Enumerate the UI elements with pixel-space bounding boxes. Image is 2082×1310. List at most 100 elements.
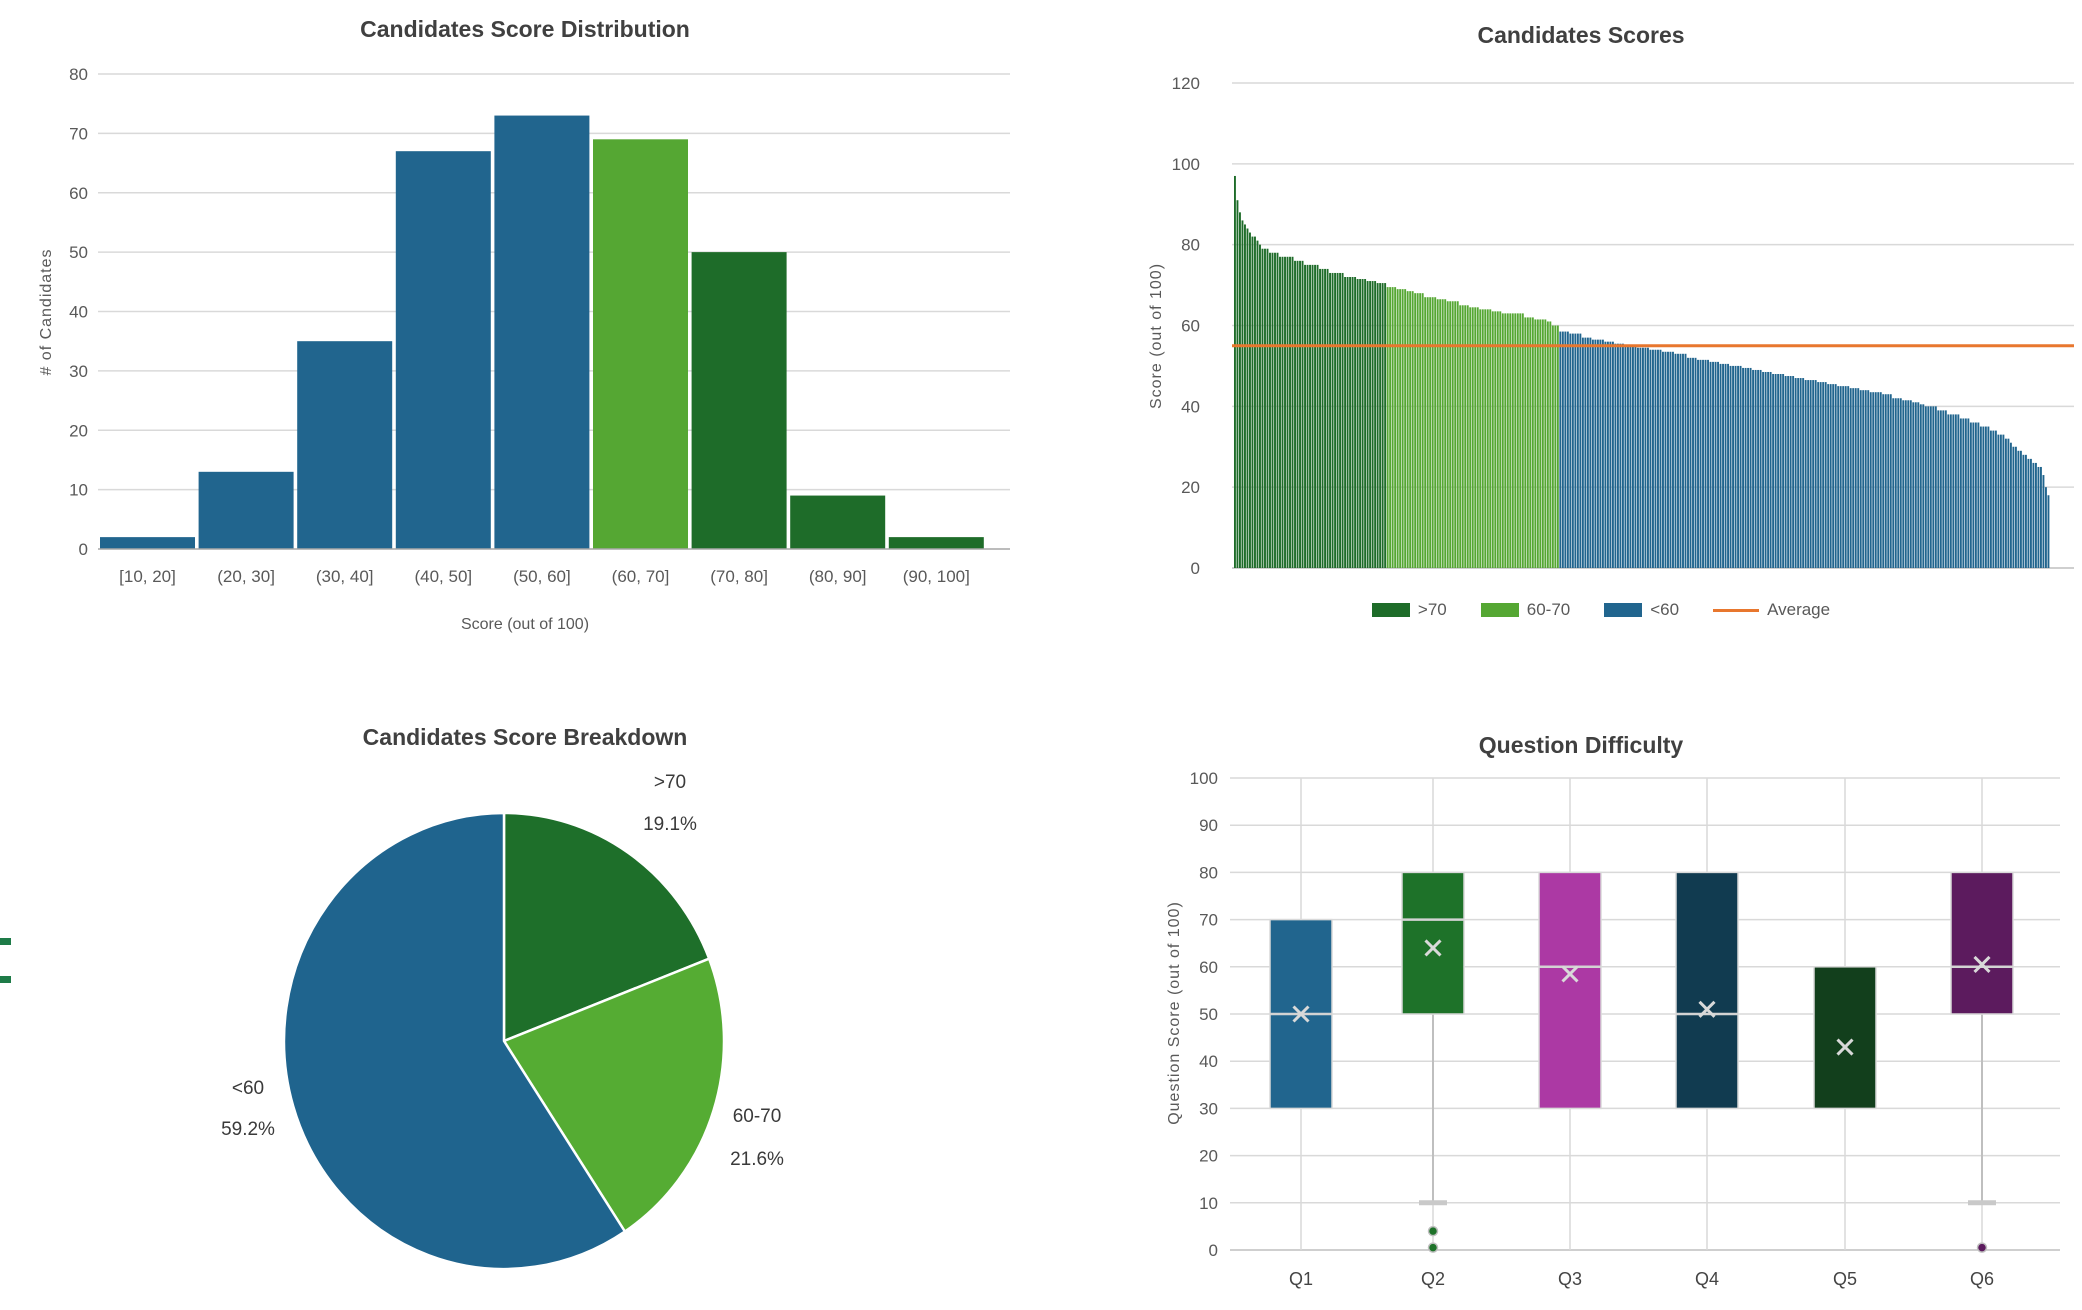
outlier-point	[1976, 1242, 1988, 1253]
tick-label: 90	[1199, 816, 1218, 835]
tick-label: 20	[1199, 1147, 1218, 1166]
legend-label: <60	[1650, 600, 1680, 619]
legend-label: 60-70	[1526, 600, 1571, 619]
tick-label: >70	[654, 772, 686, 793]
tick-label: 120	[1172, 74, 1200, 93]
tick-label: 20	[1181, 478, 1200, 497]
histogram-bar	[790, 495, 886, 549]
mean-x-marker	[1561, 965, 1579, 983]
tick-label: 30	[1199, 1099, 1218, 1118]
boxplot-title: Question Difficulty	[1478, 732, 1684, 758]
tick-label: (30, 40]	[316, 567, 374, 586]
outlier-point	[1427, 1225, 1439, 1237]
tick-label: (20, 30]	[217, 567, 275, 586]
tick-label: 60-70	[733, 1106, 782, 1127]
legend-label: >70	[1417, 600, 1447, 619]
tick-label: 19.1%	[643, 814, 697, 835]
scores-bars	[1234, 175, 2050, 569]
histogram-title: Candidates Score Distribution	[360, 16, 690, 42]
tick-label: 40	[1181, 397, 1200, 416]
tick-label: 10	[1199, 1194, 1218, 1213]
pie-slices	[282, 811, 726, 1271]
60-70-swatch-icon	[1480, 603, 1519, 617]
histogram-bar	[494, 115, 590, 549]
box-Q2	[1401, 871, 1465, 1015]
mean-x-marker	[1973, 955, 1991, 974]
histogram-chart-panel[interactable]: Candidates Score Distribution # of Candi…	[20, 0, 1030, 650]
tick-label: [10, 20]	[119, 567, 176, 586]
tick-label: 60	[1199, 958, 1218, 977]
legend-item-average: Average	[1713, 600, 1830, 620]
tick-label: 70	[69, 124, 88, 143]
histogram-bar	[198, 471, 294, 549]
tick-label: 80	[1181, 236, 1200, 255]
tick-label: Q1	[1289, 1269, 1313, 1289]
tick-label: 50	[69, 243, 88, 262]
tick-label: 100	[1172, 155, 1200, 174]
box-Q5	[1813, 966, 1877, 1110]
histogram-bar	[593, 139, 688, 549]
tick-label: (80, 90]	[809, 567, 867, 586]
boxplot-boxes	[1269, 871, 2014, 1253]
tick-label: 40	[1199, 1052, 1218, 1071]
tick-label: 80	[69, 65, 88, 84]
tick-label: <60	[232, 1078, 264, 1099]
tick-label: 59.2%	[221, 1119, 275, 1140]
histogram-bar	[691, 252, 787, 549]
histogram-bar	[297, 341, 393, 549]
histogram-bar	[100, 537, 195, 549]
tick-label: 40	[69, 303, 88, 322]
tick-label: 21.6%	[730, 1149, 784, 1170]
legend-item-gt70: >70	[1371, 600, 1447, 620]
outlier-point	[1427, 1242, 1439, 1253]
tick-label: 0	[1191, 559, 1200, 578]
tick-label: 70	[1199, 911, 1218, 930]
tick-label: (50, 60]	[513, 567, 571, 586]
pie-slice-<60	[282, 811, 627, 1271]
legend-label: Average	[1767, 600, 1831, 619]
tick-label: 60	[69, 184, 88, 203]
boxplot-plot-area: 0 10 20 30 40 50 60 70 80 90 100 Q1 Q2 Q3 Q4 Q5 Q6	[1190, 769, 2060, 1289]
mean-x-marker	[1698, 1000, 1716, 1018]
tick-label: 0	[79, 540, 88, 559]
pie-title: Candidates Score Breakdown	[362, 724, 688, 750]
histogram-bars	[100, 115, 984, 549]
clipped-legend-mark	[0, 938, 11, 945]
legend-item-lt60: <60	[1604, 600, 1679, 620]
tick-label: Q2	[1421, 1269, 1445, 1289]
tick-label: Q5	[1833, 1269, 1857, 1289]
tick-label: Q4	[1695, 1269, 1719, 1289]
histogram-bar	[888, 537, 984, 549]
tick-label: Q3	[1558, 1269, 1582, 1289]
boxplot-chart-panel[interactable]: Question Difficulty Question Score (out …	[1080, 660, 2082, 1310]
tick-label: Q6	[1970, 1269, 1994, 1289]
boxplot-gridlines	[1230, 777, 2060, 1251]
tick-label: 30	[69, 362, 88, 381]
histogram-x-axis-title: Score (out of 100)	[460, 616, 590, 633]
pie-slice-60-70	[502, 957, 726, 1233]
histogram-plot-area: 0 10 20 30 40 50 60 70 80 [10, 20] (20, 30] (30, 40…	[69, 65, 1010, 586]
tick-label: (70, 80]	[710, 567, 768, 586]
pie-plot-area: >70 19.1% 60-70 21.6% <60 59.2%	[221, 772, 784, 1271]
tick-label: (90, 100]	[903, 567, 970, 586]
tick-label: (40, 50]	[414, 567, 472, 586]
scores-plot-area: 0 20 40 60 80 100 120	[1172, 74, 2074, 578]
tick-label: 20	[69, 421, 88, 440]
mean-x-marker	[1836, 1038, 1854, 1056]
scores-title: Candidates Scores	[1477, 22, 1685, 48]
clipped-legend-mark	[0, 976, 11, 983]
gt70-swatch-icon	[1371, 603, 1410, 617]
histogram-bar	[395, 151, 491, 549]
scores-legend: >70 60-70 <60 Average	[1080, 600, 2082, 620]
tick-label: (60, 70]	[612, 567, 670, 586]
tick-label: 0	[1209, 1241, 1218, 1260]
pie-chart-panel[interactable]: Candidates Score Breakdown >70 19.1% 60-70…	[20, 660, 1030, 1310]
lt60-swatch-icon	[1604, 603, 1643, 617]
mean-x-marker	[1424, 939, 1442, 957]
tick-label: 60	[1181, 317, 1200, 336]
pie-slice->70	[502, 811, 711, 1043]
scores-chart-panel[interactable]: Candidates Scores Score (out of 100) 0 20…	[1080, 0, 2082, 650]
box-Q6	[1950, 871, 2014, 1015]
box-Q4	[1675, 871, 1739, 1110]
